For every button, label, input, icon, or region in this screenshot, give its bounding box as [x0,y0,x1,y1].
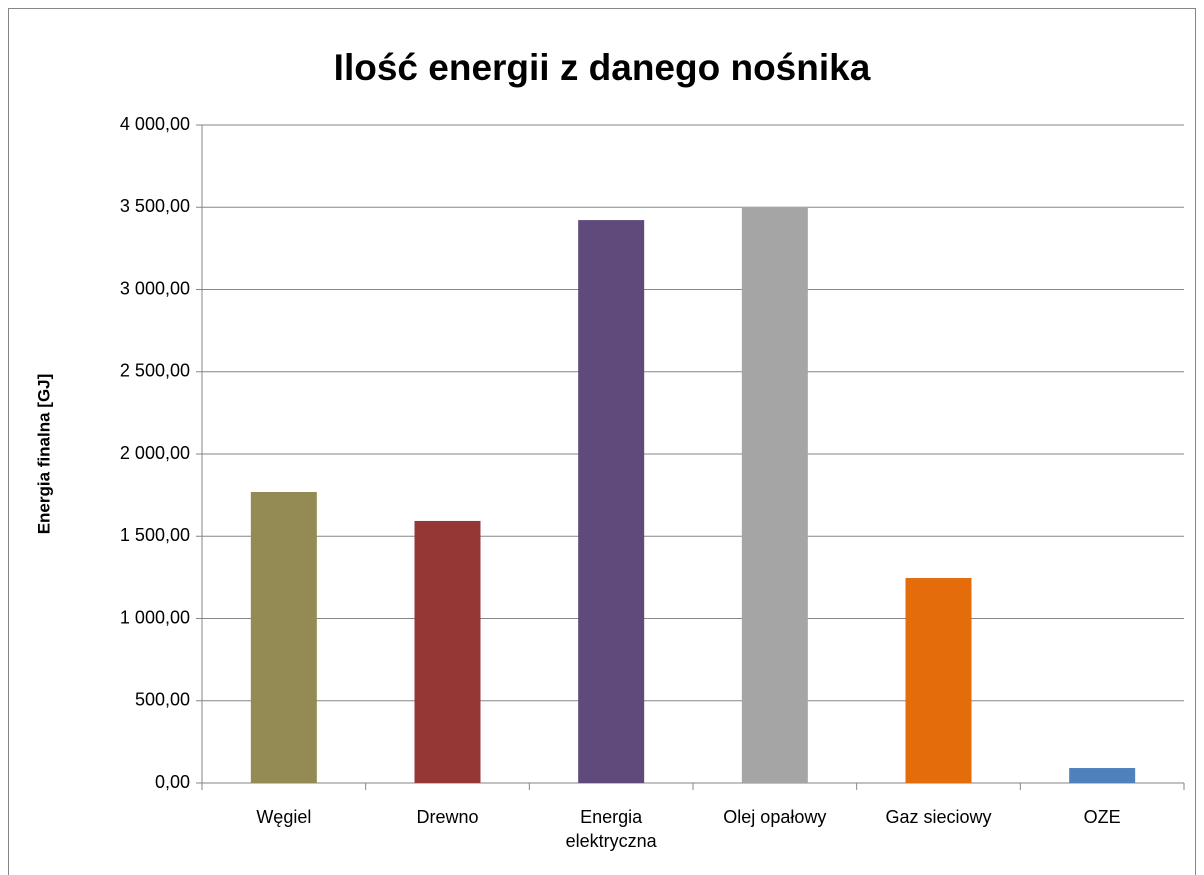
y-tick-label: 4 000,00 [120,114,190,134]
x-tick-label: Drewno [416,807,479,827]
bar [578,220,645,783]
x-tick-label: Energia elektryczna [565,807,657,851]
bar [250,491,317,783]
y-tick-label: 500,00 [135,690,190,710]
bar [414,520,481,783]
y-tick-label: 0,00 [155,772,190,792]
x-tick-label: Gaz sieciowy [885,807,992,827]
x-tick-label: Olej opałowy [723,807,827,827]
x-tick-label: OZE [1083,807,1121,827]
y-tick-label: 1 000,00 [120,607,190,627]
bar [741,206,808,783]
chart-title: Ilość energii z danego nośnika [334,47,871,88]
y-tick-label: 3 500,00 [120,196,190,216]
y-tick-label: 2 000,00 [120,443,190,463]
bar [1069,768,1136,783]
y-tick-label: 3 000,00 [120,278,190,298]
y-axis-label: Energia finalna [GJ] [34,374,53,535]
y-tick-label: 2 500,00 [120,361,190,381]
y-tick-label: 1 500,00 [120,525,190,545]
x-tick-label: Węgiel [256,807,312,827]
bar [905,578,972,783]
